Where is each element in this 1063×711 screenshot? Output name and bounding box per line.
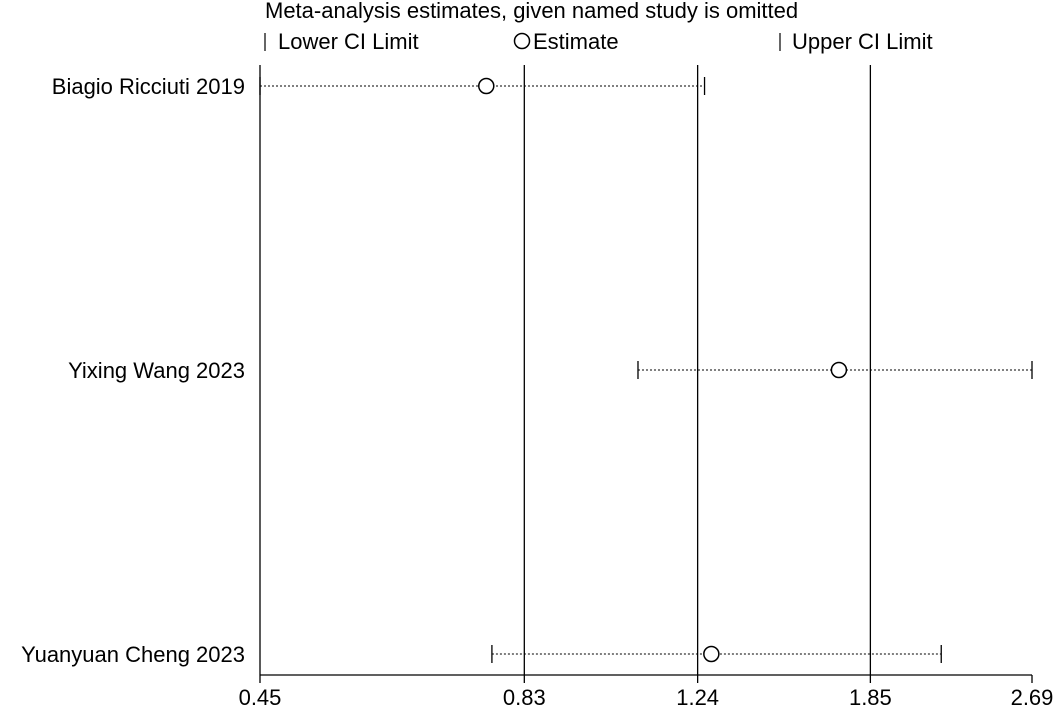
legend-lower-label: Lower CI Limit xyxy=(278,29,419,54)
study-rows: Biagio Ricciuti 2019 Yixing Wang 2023 Yuan… xyxy=(21,74,1033,667)
x-tick-label: 1.24 xyxy=(676,685,719,710)
study-label: Biagio Ricciuti 2019 xyxy=(52,74,245,99)
x-tick-label: 0.83 xyxy=(503,685,546,710)
estimate-marker xyxy=(830,361,848,379)
legend: Lower CI Limit Estimate Upper CI Limit xyxy=(264,29,933,54)
plot-frame xyxy=(259,65,1032,676)
study-row: Yixing Wang 2023 xyxy=(68,358,1033,383)
chart-title: Meta-analysis estimates, given named stu… xyxy=(265,0,798,23)
study-row: Biagio Ricciuti 2019 xyxy=(52,74,706,99)
study-label: Yuanyuan Cheng 2023 xyxy=(21,642,245,667)
estimate-marker xyxy=(478,77,495,95)
estimate-marker xyxy=(703,645,720,663)
legend-estimate-marker xyxy=(513,32,531,50)
x-tick-label: 2.69 xyxy=(1011,685,1054,710)
legend-upper-label: Upper CI Limit xyxy=(792,29,933,54)
x-tick-label: 0.45 xyxy=(239,685,282,710)
legend-estimate-label: Estimate xyxy=(533,29,619,54)
study-row: Yuanyuan Cheng 2023 xyxy=(21,642,942,667)
x-axis: 0.45 0.83 1.24 1.85 2.69 xyxy=(239,675,1054,710)
x-tick-label: 1.85 xyxy=(849,685,892,710)
study-label: Yixing Wang 2023 xyxy=(68,358,245,383)
